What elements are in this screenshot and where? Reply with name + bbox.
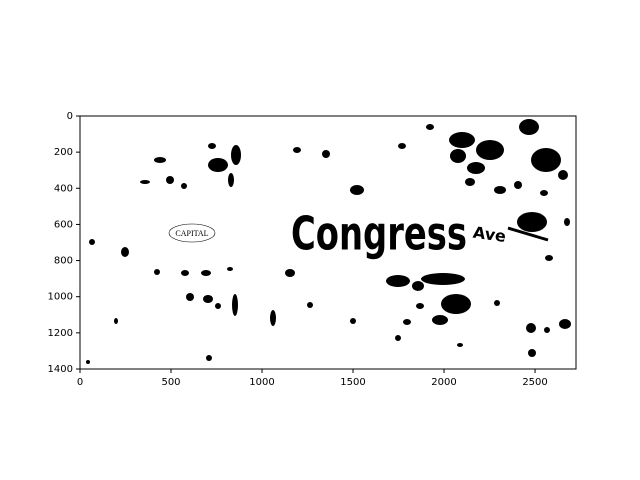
sign-text-small: Ave: [472, 223, 508, 246]
axes-frame: [79, 115, 577, 370]
image: CAPITAL Congress Ave: [86, 119, 571, 364]
y-tick-label: 400: [54, 183, 73, 194]
x-tick-label: 500: [161, 377, 180, 388]
y-tick-label: 600: [54, 219, 73, 230]
x-tick-label: 1000: [249, 377, 274, 388]
y-tick-label: 1400: [48, 364, 73, 375]
y-tick-label: 1000: [48, 292, 73, 303]
sign-text: Congress: [291, 207, 467, 261]
y-tick-label: 200: [54, 147, 73, 158]
x-tick-label: 2500: [522, 377, 547, 388]
y-tick-label: 1200: [48, 328, 73, 339]
x-tick-label: 0: [77, 377, 83, 388]
y-tick-label: 0: [67, 111, 73, 122]
logo-outline: [168, 223, 216, 243]
x-tick-label: 2000: [431, 377, 456, 388]
y-tick-label: 800: [54, 256, 73, 267]
image-blobs: [86, 119, 571, 364]
logo-text: CAPITAL: [175, 229, 208, 238]
x-tick-label: 1500: [340, 377, 365, 388]
